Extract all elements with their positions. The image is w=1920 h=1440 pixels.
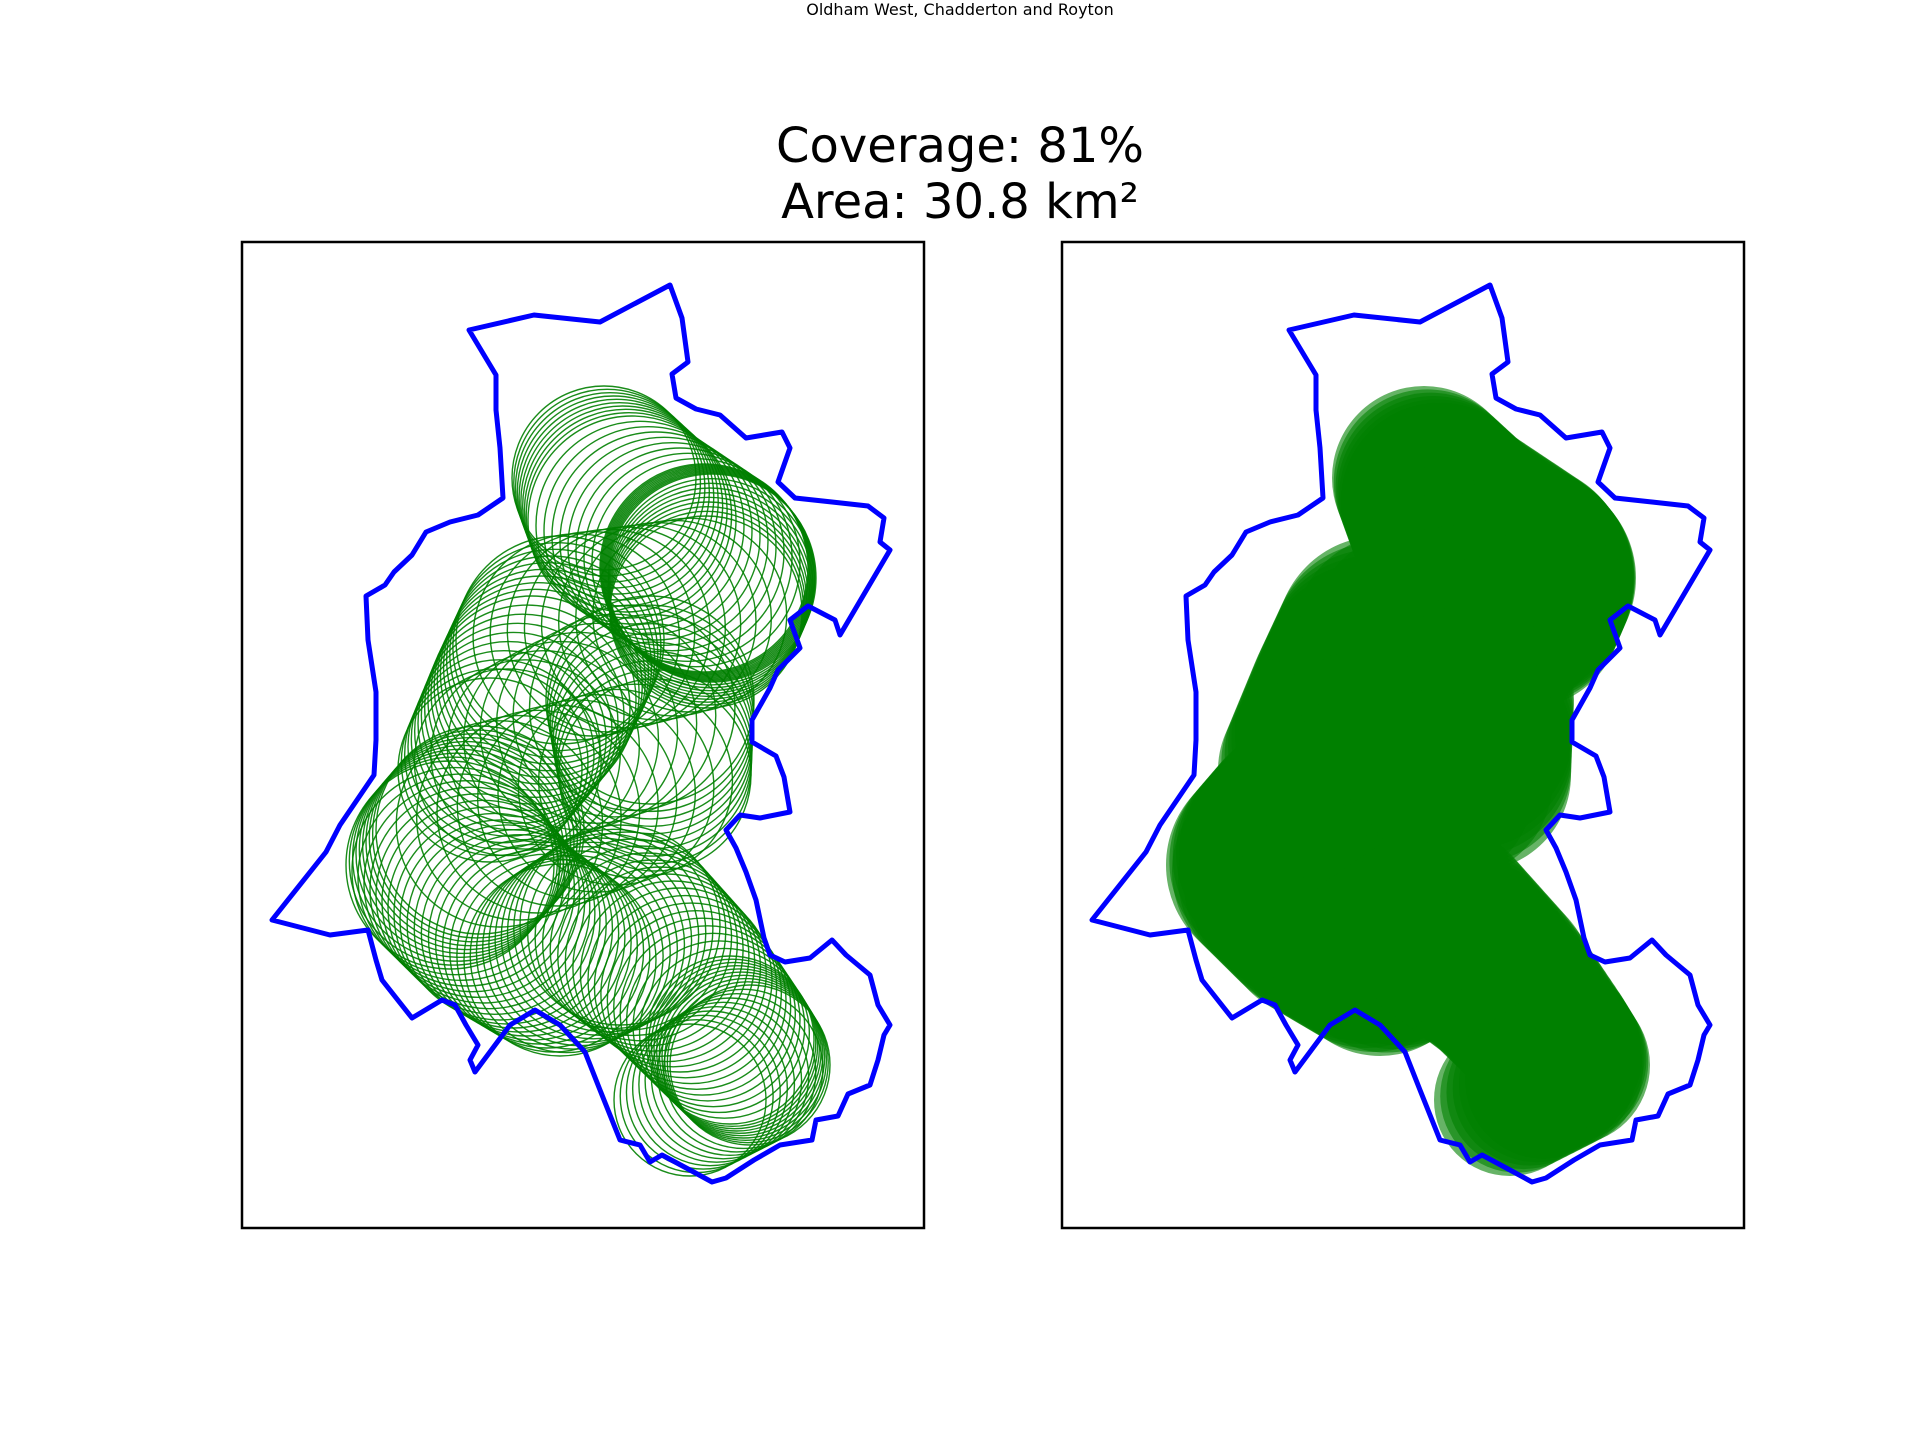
coverage-circle [557, 859, 750, 1052]
coverage-circle [638, 1005, 796, 1163]
coverage-circle [606, 472, 816, 682]
coverage-circle [469, 858, 664, 1054]
coverage-circle [381, 799, 586, 1004]
coverage-circle [513, 828, 714, 1030]
panel-outline-view [240, 240, 926, 1230]
coverage-circle [591, 457, 801, 668]
coverage-circle [403, 659, 595, 850]
coverage-circle [600, 902, 783, 1085]
coverage-circle [518, 398, 715, 595]
coverage-circle [395, 720, 604, 928]
coverage-circle [456, 704, 659, 907]
coverage-circle [543, 425, 753, 636]
coverage-circle [463, 863, 657, 1057]
coverage-circle [525, 411, 733, 619]
coverage-circle [393, 812, 596, 1016]
map-title: Oldham West, Chadderton and Royton [806, 0, 1114, 19]
coverage-circle [663, 988, 824, 1150]
coverage-circle [475, 854, 671, 1050]
coverage-circle [631, 1010, 789, 1167]
coverage-circles-outline [345, 385, 831, 1177]
coverage-circle [650, 997, 810, 1157]
coverage-circle [613, 917, 792, 1096]
coverage-circle [650, 961, 819, 1130]
coverage-circle [527, 415, 737, 625]
coverage-circle [488, 845, 686, 1043]
coverage-circle [476, 699, 678, 900]
coverage-circle [417, 622, 619, 825]
coverage-circle [357, 773, 565, 982]
coverage-circle [666, 981, 829, 1144]
coverage-circles-filled [1166, 386, 1650, 1176]
coverage-circle [351, 766, 560, 976]
coverage-circle [371, 729, 582, 939]
coverage-circle [613, 1023, 767, 1177]
constituency-boundary [269, 282, 893, 1185]
coverage-circle [345, 760, 555, 970]
coverage-circle [519, 824, 721, 1026]
coverage-circle [558, 678, 752, 872]
coverage-circle [399, 819, 601, 1021]
coverage-circle [355, 748, 565, 959]
coverage-circle [535, 420, 745, 631]
coverage-circle [387, 806, 591, 1010]
coverage-circle [632, 940, 806, 1114]
area-label: Area: 30.8 km² [781, 174, 1139, 230]
coverage-circle [606, 909, 787, 1091]
coverage-circle [494, 841, 693, 1040]
coverage-circle [427, 838, 626, 1037]
coverage-circle [638, 947, 811, 1119]
coverage-label: Coverage: 81% [775, 118, 1145, 174]
coverage-circle [656, 992, 817, 1153]
coverage-circle [583, 452, 793, 663]
coverage-circle [358, 744, 569, 955]
panel-filled-view [1060, 240, 1746, 1230]
coverage-circle [644, 1001, 803, 1160]
coverage-circle-filled [1434, 1024, 1586, 1176]
coverage-circle [647, 958, 817, 1128]
coverage-circle [619, 925, 797, 1102]
coverage-circle [625, 1014, 781, 1170]
coverage-circle [375, 725, 585, 935]
coverage-circle [420, 833, 620, 1033]
constituency-boundary [1089, 282, 1713, 1185]
coverage-circle [369, 786, 576, 993]
coverage-circle [661, 974, 826, 1139]
coverage-circle [479, 631, 679, 831]
coverage-circle [625, 932, 801, 1108]
coverage-circle [523, 408, 728, 613]
coverage-circle [430, 659, 621, 850]
coverage-circle [669, 984, 831, 1146]
coverage-circle [653, 964, 821, 1132]
coverage-circle [363, 779, 571, 987]
coverage-circle [415, 714, 622, 921]
